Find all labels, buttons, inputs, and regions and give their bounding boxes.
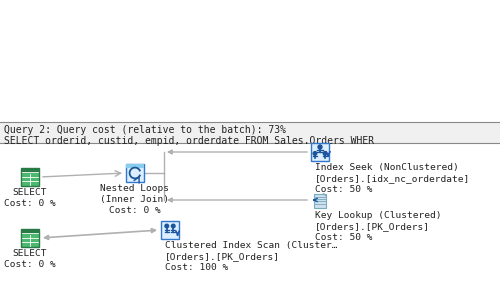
Bar — [21, 229, 39, 234]
Circle shape — [323, 152, 327, 155]
Bar — [21, 229, 39, 247]
Bar — [21, 168, 39, 173]
Bar — [126, 164, 144, 182]
Bar — [0, 0, 500, 122]
Bar — [314, 194, 326, 207]
Text: Nested Loops
(Inner Join)
Cost: 0 %: Nested Loops (Inner Join) Cost: 0 % — [100, 184, 170, 215]
Bar — [0, 122, 500, 143]
Bar — [311, 143, 329, 161]
Text: Query 2: Query cost (relative to the batch): 73%: Query 2: Query cost (relative to the bat… — [4, 125, 286, 135]
Circle shape — [313, 152, 317, 155]
Circle shape — [318, 145, 322, 149]
Text: SELECT
Cost: 0 %: SELECT Cost: 0 % — [4, 249, 56, 269]
Text: Index Seek (NonClustered)
[Orders].[idx_nc_orderdate]
Cost: 50 %: Index Seek (NonClustered) [Orders].[idx_… — [315, 163, 470, 194]
Bar — [126, 164, 144, 168]
Circle shape — [172, 224, 175, 228]
Bar — [0, 143, 500, 285]
Text: Clustered Index Scan (Cluster…
[Orders].[PK_Orders]
Cost: 100 %: Clustered Index Scan (Cluster… [Orders].… — [165, 241, 338, 272]
Text: SELECT
Cost: 0 %: SELECT Cost: 0 % — [4, 188, 56, 208]
Bar — [161, 221, 179, 239]
Bar — [21, 168, 39, 186]
Text: SELECT orderid, custid, empid, orderdate FROM Sales.Orders WHER: SELECT orderid, custid, empid, orderdate… — [4, 136, 374, 146]
Text: Key Lookup (Clustered)
[Orders].[PK_Orders]
Cost: 50 %: Key Lookup (Clustered) [Orders].[PK_Orde… — [315, 211, 442, 242]
Circle shape — [165, 224, 168, 228]
